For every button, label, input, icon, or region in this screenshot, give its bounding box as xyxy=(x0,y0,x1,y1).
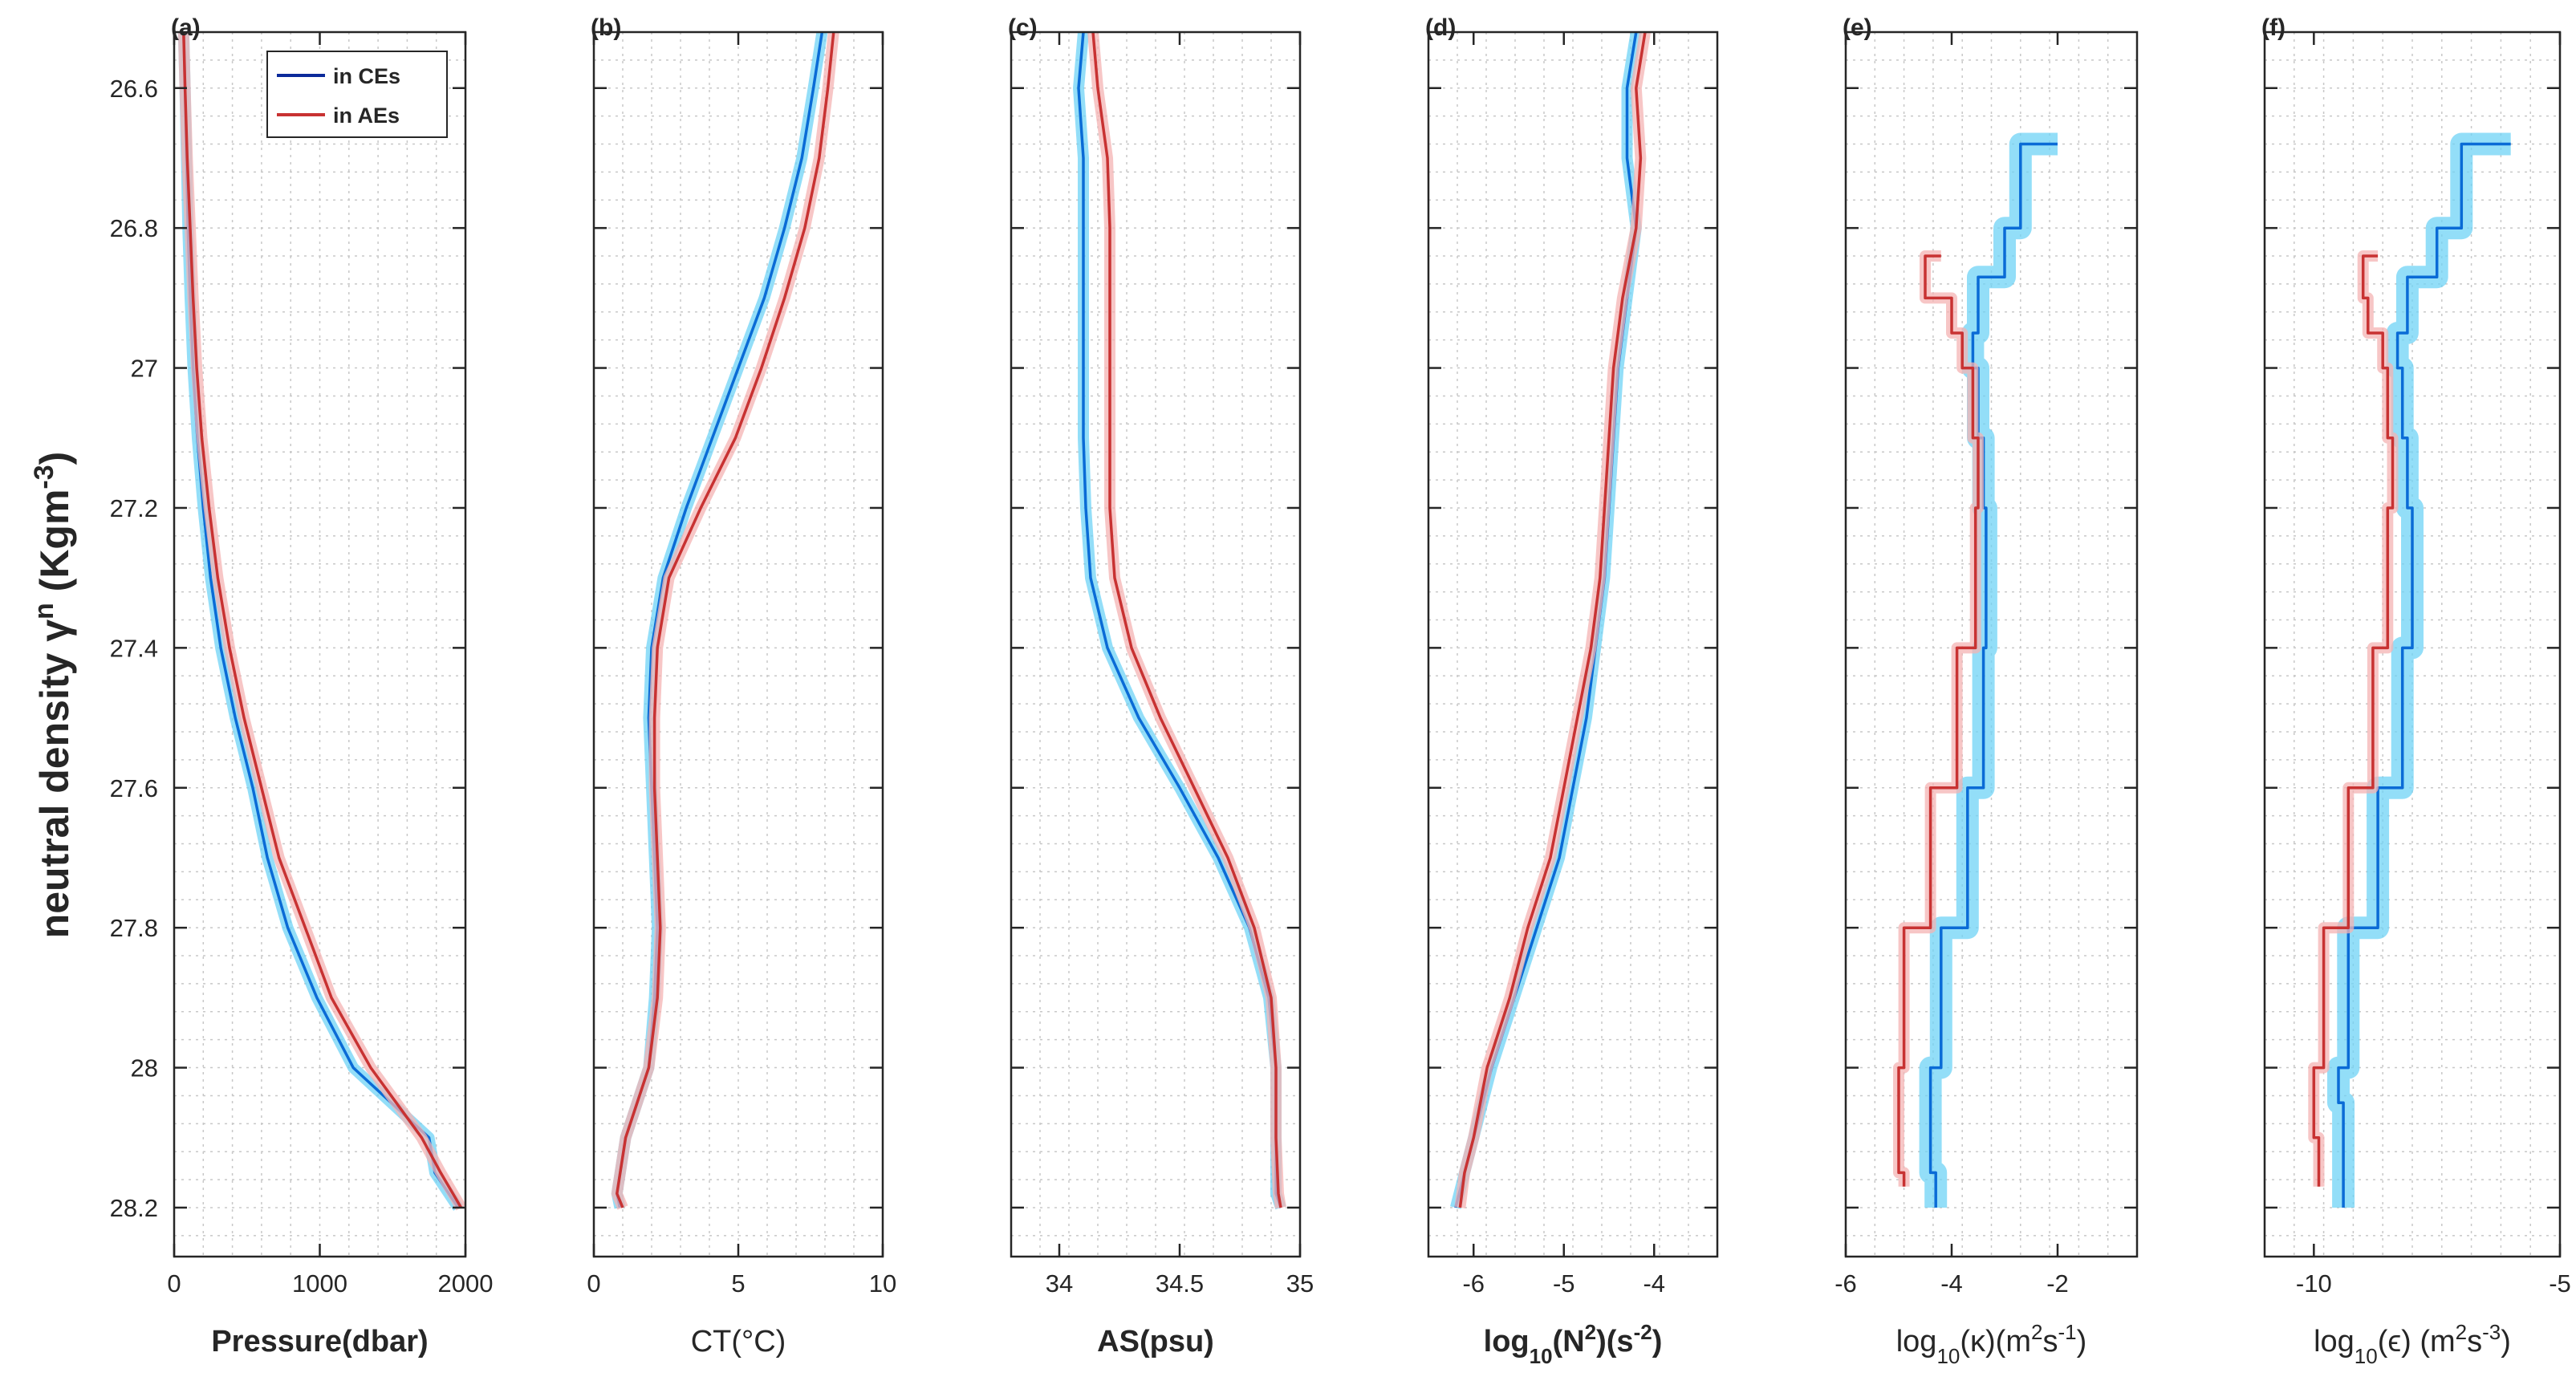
y-tick-label: 27.6 xyxy=(110,774,158,802)
x-axis-label-part: AS(psu) xyxy=(1097,1325,1214,1359)
x-tick-label: -5 xyxy=(1553,1269,1575,1298)
series-line-ae xyxy=(1897,254,1980,1187)
panel-frame xyxy=(1427,30,1719,1258)
panel-2: 34 34.5 35 (c) AS(psu) xyxy=(1008,14,1314,1359)
panel-frame xyxy=(1010,30,1302,1258)
x-tick-label: 10 xyxy=(869,1269,896,1298)
series-group xyxy=(2308,132,2511,1208)
x-tick-label: 0 xyxy=(167,1269,181,1298)
x-tick-label: 1000 xyxy=(292,1269,347,1298)
x-axis-label-part: ) xyxy=(2077,1325,2087,1359)
x-tick-label: 2000 xyxy=(438,1269,494,1298)
x-tick-label: -4 xyxy=(1940,1269,1963,1298)
gridlines xyxy=(594,32,883,1257)
gridlines xyxy=(174,32,465,1257)
x-tick-label: -6 xyxy=(1834,1269,1857,1298)
panel-letter: (c) xyxy=(1008,14,1038,41)
panel-letter: (b) xyxy=(591,14,621,41)
y-tick-label: 27.4 xyxy=(110,634,158,662)
x-axis-label-part: -3 xyxy=(2482,1320,2501,1344)
series-line-ae xyxy=(182,32,463,1208)
x-axis-label-part: Pressure(dbar) xyxy=(211,1325,428,1359)
x-axis-label-part: 2 xyxy=(2456,1320,2467,1344)
y-tick-label: 26.8 xyxy=(110,214,158,242)
x-tick-label: -10 xyxy=(2296,1269,2332,1298)
x-tick-label: 34.5 xyxy=(1156,1269,1204,1298)
panel-letter: (e) xyxy=(1843,14,1872,41)
x-tick-label: -6 xyxy=(1462,1269,1485,1298)
series-group xyxy=(1450,32,1651,1209)
panel-letter: (d) xyxy=(1425,14,1456,41)
panel-frame xyxy=(1844,30,2139,1258)
legend-ae-label: in AEs xyxy=(333,104,400,128)
panel-3: -6 -5 -4 (d) log10(N2)(s-2) xyxy=(1425,14,1719,1368)
x-axis-label-part: 10 xyxy=(2355,1344,2378,1368)
x-tick-label: 5 xyxy=(731,1269,745,1298)
x-axis-label: Pressure(dbar) xyxy=(211,1325,428,1359)
x-tick-label: 34 xyxy=(1046,1269,1073,1298)
y-axis-title: neutral density γn (Kgm-3) xyxy=(29,452,77,939)
series-line-ae xyxy=(2312,254,2395,1187)
y-tick-label: 27.2 xyxy=(110,494,158,522)
x-axis-label: log10(ϵ) (m2s-3) xyxy=(2314,1320,2511,1368)
series-line-ce xyxy=(1928,142,2058,1208)
x-axis-label-part: -1 xyxy=(2058,1320,2076,1344)
x-axis-label-part: 10 xyxy=(1936,1344,1960,1368)
y-tick-label: 27 xyxy=(131,355,158,383)
series-line-ce xyxy=(2337,142,2511,1208)
y-tick-label: 28.2 xyxy=(110,1194,158,1222)
series-line-ae xyxy=(1091,32,1282,1208)
x-axis-label-part: log xyxy=(1896,1325,1937,1359)
panel-1: 0 5 10 (b) CT(°C) xyxy=(587,14,896,1359)
x-axis-label: log10(N2)(s-2) xyxy=(1484,1320,1663,1368)
x-axis-label-part: log xyxy=(2314,1325,2355,1359)
panel-letter: (f) xyxy=(2261,14,2285,41)
x-axis-label-part: CT(°C) xyxy=(691,1325,786,1359)
y-tick-label: 28 xyxy=(131,1054,158,1082)
panel-frame xyxy=(2263,30,2562,1258)
x-axis-label-part: log xyxy=(1484,1325,1530,1359)
y-tick-label: 27.8 xyxy=(110,914,158,942)
legend-box xyxy=(266,51,448,138)
y-tick-label: 26.6 xyxy=(110,75,158,103)
series-group xyxy=(1893,132,2058,1208)
panel-4: -6 -4 -2 (e) log10(κ)(m2s-1) xyxy=(1834,14,2139,1368)
x-axis-label-part: ) xyxy=(2501,1325,2511,1359)
panel-0: 26.6 26.8 27 27.2 27.4 27.6 27.8 28 28.2 0 1000 200… xyxy=(110,14,494,1359)
x-axis-label-part: (N xyxy=(1553,1325,1585,1359)
x-tick-label: -2 xyxy=(2046,1269,2069,1298)
panel-letter: (a) xyxy=(171,14,201,41)
x-axis-label-part: ) xyxy=(1652,1325,1663,1359)
x-axis-label: CT(°C) xyxy=(691,1325,786,1359)
x-tick-label: 35 xyxy=(1286,1269,1314,1298)
x-axis-label-part: )(s xyxy=(1596,1325,1633,1359)
x-axis-label-part: (κ)(m xyxy=(1960,1325,2031,1359)
series-group xyxy=(1073,32,1286,1210)
x-axis-label-part: s xyxy=(2467,1325,2482,1359)
series-group xyxy=(611,32,839,1210)
x-tick-label: 0 xyxy=(587,1269,600,1298)
x-tick-label: -5 xyxy=(2549,1269,2571,1298)
gridlines xyxy=(1011,32,1300,1257)
series-line-ae xyxy=(1458,32,1647,1208)
panel-5: -10 -5 (f) log10(ϵ) (m2s-3) xyxy=(2261,14,2571,1368)
x-axis-label: AS(psu) xyxy=(1097,1325,1214,1359)
legend-ce-label: in CEs xyxy=(333,64,400,88)
x-axis-label-part: 10 xyxy=(1530,1344,1553,1368)
x-tick-label: -4 xyxy=(1643,1269,1665,1298)
legend: in CEs in AEs xyxy=(266,51,448,138)
x-axis-label: log10(κ)(m2s-1) xyxy=(1896,1320,2087,1368)
x-axis-label-part: 2 xyxy=(1585,1320,1596,1344)
series-group xyxy=(177,32,465,1211)
x-axis-label-part: -2 xyxy=(1634,1320,1652,1344)
x-axis-label-part: (ϵ) (m xyxy=(2378,1325,2456,1359)
x-axis-label-part: s xyxy=(2042,1325,2058,1359)
x-axis-label-part: 2 xyxy=(2031,1320,2042,1344)
series-line-ae xyxy=(616,32,835,1208)
